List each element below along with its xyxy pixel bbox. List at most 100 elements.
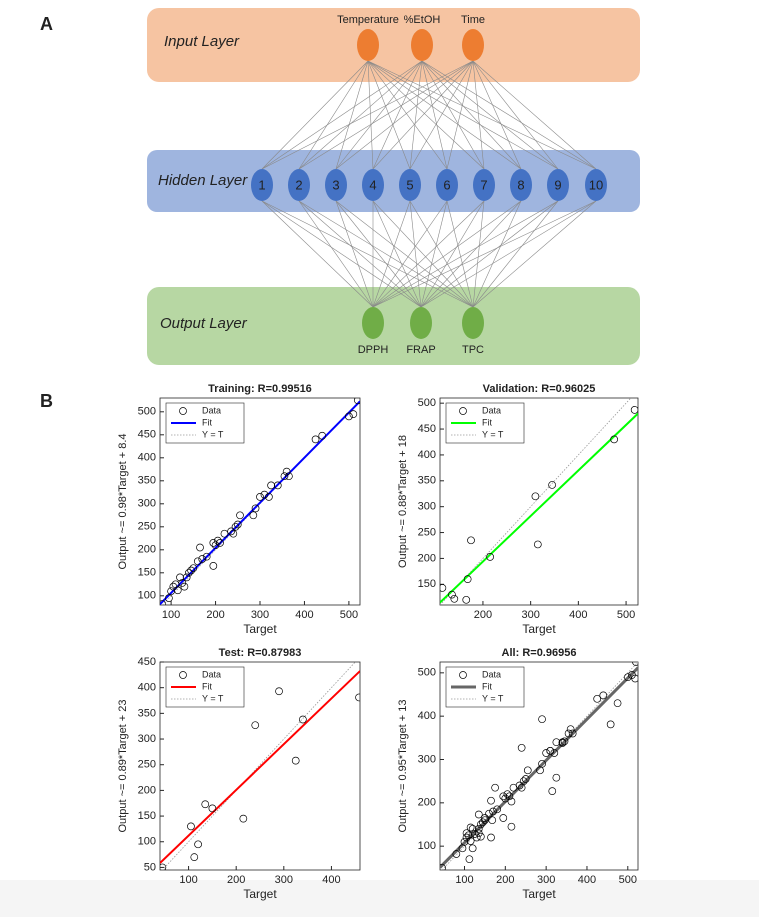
data-point bbox=[505, 792, 514, 801]
connection bbox=[372, 200, 448, 308]
x-tick-label: 100 bbox=[162, 609, 180, 621]
node bbox=[288, 169, 310, 201]
node bbox=[251, 169, 273, 201]
node-label: %EtOH bbox=[404, 14, 441, 26]
x-axis-label: Target bbox=[243, 622, 277, 636]
data-point bbox=[220, 529, 229, 538]
connection bbox=[261, 60, 423, 170]
data-point bbox=[173, 586, 182, 595]
data-point bbox=[452, 850, 461, 858]
node bbox=[462, 29, 484, 61]
node-label: FRAP bbox=[406, 344, 435, 356]
panel-label: A bbox=[40, 14, 53, 34]
layer-label: Output Layer bbox=[160, 315, 248, 332]
data-point bbox=[165, 594, 173, 602]
data-point bbox=[613, 699, 622, 708]
data-point bbox=[291, 756, 300, 765]
input-layer-box bbox=[147, 8, 640, 82]
connection bbox=[298, 200, 374, 308]
connection bbox=[420, 200, 485, 308]
data-point bbox=[493, 805, 502, 814]
connection bbox=[372, 60, 423, 170]
data-point bbox=[249, 511, 258, 520]
data-point bbox=[533, 540, 542, 549]
data-point bbox=[548, 481, 556, 489]
y-tick-label: 400 bbox=[138, 452, 156, 464]
node bbox=[473, 169, 495, 201]
data-point bbox=[531, 492, 540, 501]
connection bbox=[409, 200, 422, 308]
connection bbox=[372, 200, 522, 308]
legend-label: Y = T bbox=[202, 429, 224, 439]
connection bbox=[472, 200, 522, 308]
node bbox=[547, 169, 569, 201]
connection bbox=[335, 200, 374, 308]
legend-label: Fit bbox=[202, 417, 212, 427]
connection bbox=[372, 200, 597, 308]
data-point bbox=[479, 818, 487, 827]
node-label: 8 bbox=[517, 177, 524, 192]
y-tick-label: 350 bbox=[138, 707, 156, 719]
node-label: 3 bbox=[332, 177, 339, 192]
x-axis-label: Target bbox=[522, 622, 556, 636]
node-label: 2 bbox=[295, 177, 302, 192]
data-point bbox=[546, 746, 555, 755]
chart-title: All: R=0.96956 bbox=[502, 647, 577, 659]
node bbox=[325, 169, 347, 201]
node bbox=[362, 307, 384, 339]
y-tick-label: 400 bbox=[418, 449, 436, 461]
y-tick-label: 100 bbox=[138, 590, 156, 602]
y-tick-label: 150 bbox=[418, 578, 436, 590]
data-point bbox=[311, 435, 320, 444]
connection bbox=[472, 60, 485, 170]
connection bbox=[261, 200, 374, 308]
data-point bbox=[349, 410, 358, 418]
data-point bbox=[211, 541, 220, 550]
data-point bbox=[193, 557, 202, 566]
fit-line bbox=[440, 666, 638, 869]
x-tick-label: 200 bbox=[496, 874, 514, 886]
y-tick-label: 350 bbox=[418, 475, 436, 487]
node bbox=[585, 169, 607, 201]
data-point bbox=[550, 749, 559, 757]
legend-label: Fit bbox=[482, 681, 492, 691]
node bbox=[399, 169, 421, 201]
layer-label: Hidden Layer bbox=[158, 172, 248, 189]
x-tick-label: 200 bbox=[206, 609, 224, 621]
data-point bbox=[566, 725, 575, 734]
y-tick-label: 150 bbox=[138, 567, 156, 579]
data-point bbox=[227, 527, 235, 536]
data-point bbox=[606, 720, 615, 729]
data-point bbox=[231, 522, 240, 531]
data-point bbox=[487, 796, 495, 805]
plot-content bbox=[440, 662, 638, 870]
data-point bbox=[499, 814, 508, 822]
connection bbox=[298, 60, 369, 170]
data-point bbox=[198, 555, 207, 563]
node-label: 4 bbox=[369, 177, 376, 192]
connection bbox=[421, 60, 485, 170]
data-point bbox=[507, 822, 516, 831]
connection bbox=[367, 60, 597, 170]
legend-label: Data bbox=[202, 405, 221, 415]
panel-label: B bbox=[40, 391, 53, 411]
data-point bbox=[468, 824, 477, 833]
data-point bbox=[239, 814, 248, 823]
y-tick-label: 400 bbox=[138, 682, 156, 694]
data-point bbox=[481, 814, 489, 822]
connection bbox=[367, 60, 485, 170]
x-axis-label: Target bbox=[522, 887, 556, 901]
data-point bbox=[190, 853, 199, 862]
reference-line bbox=[440, 398, 632, 605]
data-point bbox=[256, 493, 264, 501]
connection bbox=[367, 60, 448, 170]
connection bbox=[472, 200, 559, 308]
data-point bbox=[560, 737, 569, 746]
connection bbox=[335, 200, 422, 308]
connection bbox=[298, 200, 422, 308]
data-point bbox=[282, 467, 291, 476]
connection bbox=[446, 60, 474, 170]
fit-line bbox=[160, 400, 360, 605]
connection bbox=[367, 60, 374, 170]
